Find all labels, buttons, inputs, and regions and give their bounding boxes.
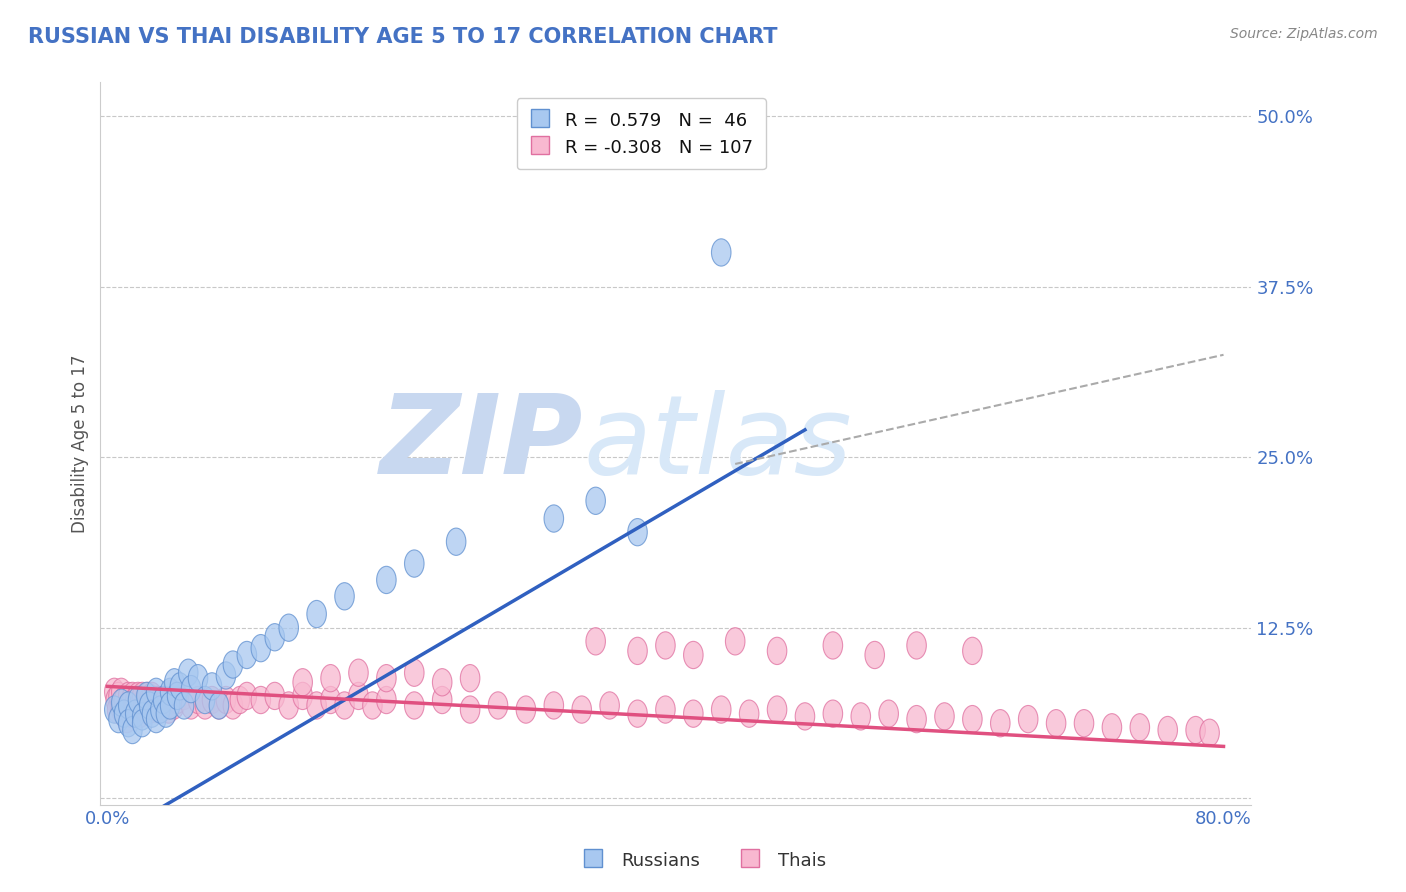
Text: atlas: atlas bbox=[583, 390, 852, 497]
Legend: Russians, Thais: Russians, Thais bbox=[572, 842, 834, 879]
Text: Source: ZipAtlas.com: Source: ZipAtlas.com bbox=[1230, 27, 1378, 41]
Text: ZIP: ZIP bbox=[380, 390, 583, 497]
Y-axis label: Disability Age 5 to 17: Disability Age 5 to 17 bbox=[72, 354, 89, 533]
Text: RUSSIAN VS THAI DISABILITY AGE 5 TO 17 CORRELATION CHART: RUSSIAN VS THAI DISABILITY AGE 5 TO 17 C… bbox=[28, 27, 778, 46]
Legend: R =  0.579   N =  46, R = -0.308   N = 107: R = 0.579 N = 46, R = -0.308 N = 107 bbox=[516, 98, 766, 169]
